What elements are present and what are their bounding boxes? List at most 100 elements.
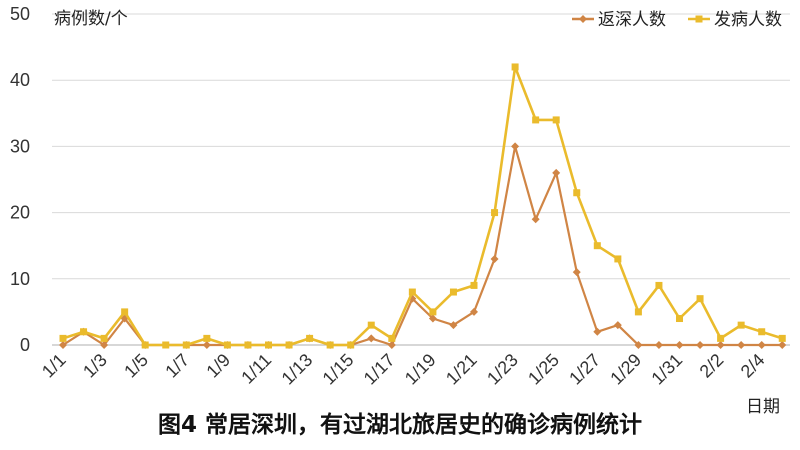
data-point-onset [265,341,272,349]
data-point-returned [737,341,746,349]
x-tick-label: 1/21 [442,350,481,389]
data-point-onset [737,321,745,329]
data-point-onset [326,341,334,349]
x-tick-label: 2/2 [696,350,728,382]
data-point-returned [675,341,684,349]
data-point-onset [449,288,457,296]
x-tick-label: 1/17 [360,350,399,389]
data-point-onset [696,295,704,303]
data-point-onset [306,334,314,342]
data-point-returned [490,254,499,263]
y-tick-label: 30 [10,136,30,156]
data-point-returned [696,341,705,349]
gridlines [52,13,790,280]
data-point-onset [162,341,170,349]
series-line-onset [62,65,783,347]
x-tick-label: 2/4 [737,350,769,382]
data-point-onset [80,328,88,336]
data-point-returned [449,321,458,330]
data-point-returned [202,341,211,349]
data-point-returned [59,341,67,349]
x-tick-label: 1/31 [647,350,686,389]
data-point-onset [470,281,478,289]
data-point-onset [408,288,416,296]
data-point-returned [367,334,376,343]
legend-label: 返深人数 [598,10,666,30]
x-tick-label: 1/15 [319,350,358,389]
data-point-returned [470,307,478,316]
data-point-onset [141,341,149,349]
data-point-onset [758,328,766,336]
data-point-returned [593,327,602,336]
data-point-onset [367,321,375,329]
data-point-onset [100,334,108,342]
x-tick-label: 1/19 [401,350,440,389]
data-point-onset [634,308,642,316]
data-point-returned [716,341,725,349]
data-point-returned [428,314,437,323]
data-point-onset [491,209,499,217]
data-point-onset [121,308,129,316]
x-tick-label: 1/25 [524,350,563,389]
data-point-returned [613,321,622,330]
legend-marker [579,15,587,23]
data-point-returned [757,341,766,349]
data-point-returned [778,341,787,349]
x-tick-label: 1/23 [483,350,522,389]
y-tick-label: 40 [10,70,30,90]
data-point-returned [654,341,663,349]
legend-label: 发病人数 [714,10,782,30]
y-tick-label: 0 [20,335,30,355]
series-line-returned [62,145,783,347]
y-axis-label: 病例数/个 [54,9,128,29]
data-point-returned [100,341,109,349]
data-point-onset [655,281,663,289]
data-point-onset [717,334,725,342]
data-point-returned [531,215,540,224]
y-tick-label: 10 [10,269,30,289]
data-point-onset [347,341,355,349]
y-tick-label: 20 [10,203,30,223]
data-point-onset [429,308,437,316]
x-tick-label: 1/27 [565,350,604,389]
data-point-returned [572,268,581,277]
x-tick-label: 1/3 [79,350,111,382]
data-point-onset [552,116,560,124]
data-point-onset [593,242,601,250]
data-point-returned [387,341,396,349]
data-point-onset [532,116,540,124]
y-tick-label: 50 [10,4,30,24]
data-point-returned [634,341,643,349]
data-point-onset [203,334,211,342]
chart-caption: 图4 常居深圳，有过湖北旅居史的确诊病例统计 [158,411,642,438]
legend: 返深人数 发病人数 [572,10,782,30]
data-point-returned [511,142,520,151]
data-point-returned [552,168,561,177]
x-tick-label: 1/7 [161,350,193,382]
data-point-onset [573,189,581,197]
x-tick-label: 1/5 [120,350,152,382]
x-tick-label: 1/29 [606,350,645,389]
x-tick-label: 1/9 [202,350,234,382]
legend-item-returned: 返深人数 [572,10,666,30]
series-layer [59,63,787,349]
data-point-onset [59,334,67,342]
x-tick-label: 1/11 [237,350,275,388]
legend-item-onset: 发病人数 [688,10,782,30]
data-point-onset [244,341,252,349]
x-axis-label: 日期 [746,397,780,417]
legend-marker [695,15,703,23]
data-point-onset [388,334,396,342]
data-point-onset [285,341,293,349]
data-point-onset [614,255,622,263]
x-tick-label: 1/1 [38,350,70,382]
data-point-onset [182,341,190,349]
data-point-onset [223,341,231,349]
x-tick-label: 1/13 [278,350,317,389]
data-point-onset [511,63,519,71]
data-point-onset [676,315,683,323]
data-point-onset [778,334,786,342]
